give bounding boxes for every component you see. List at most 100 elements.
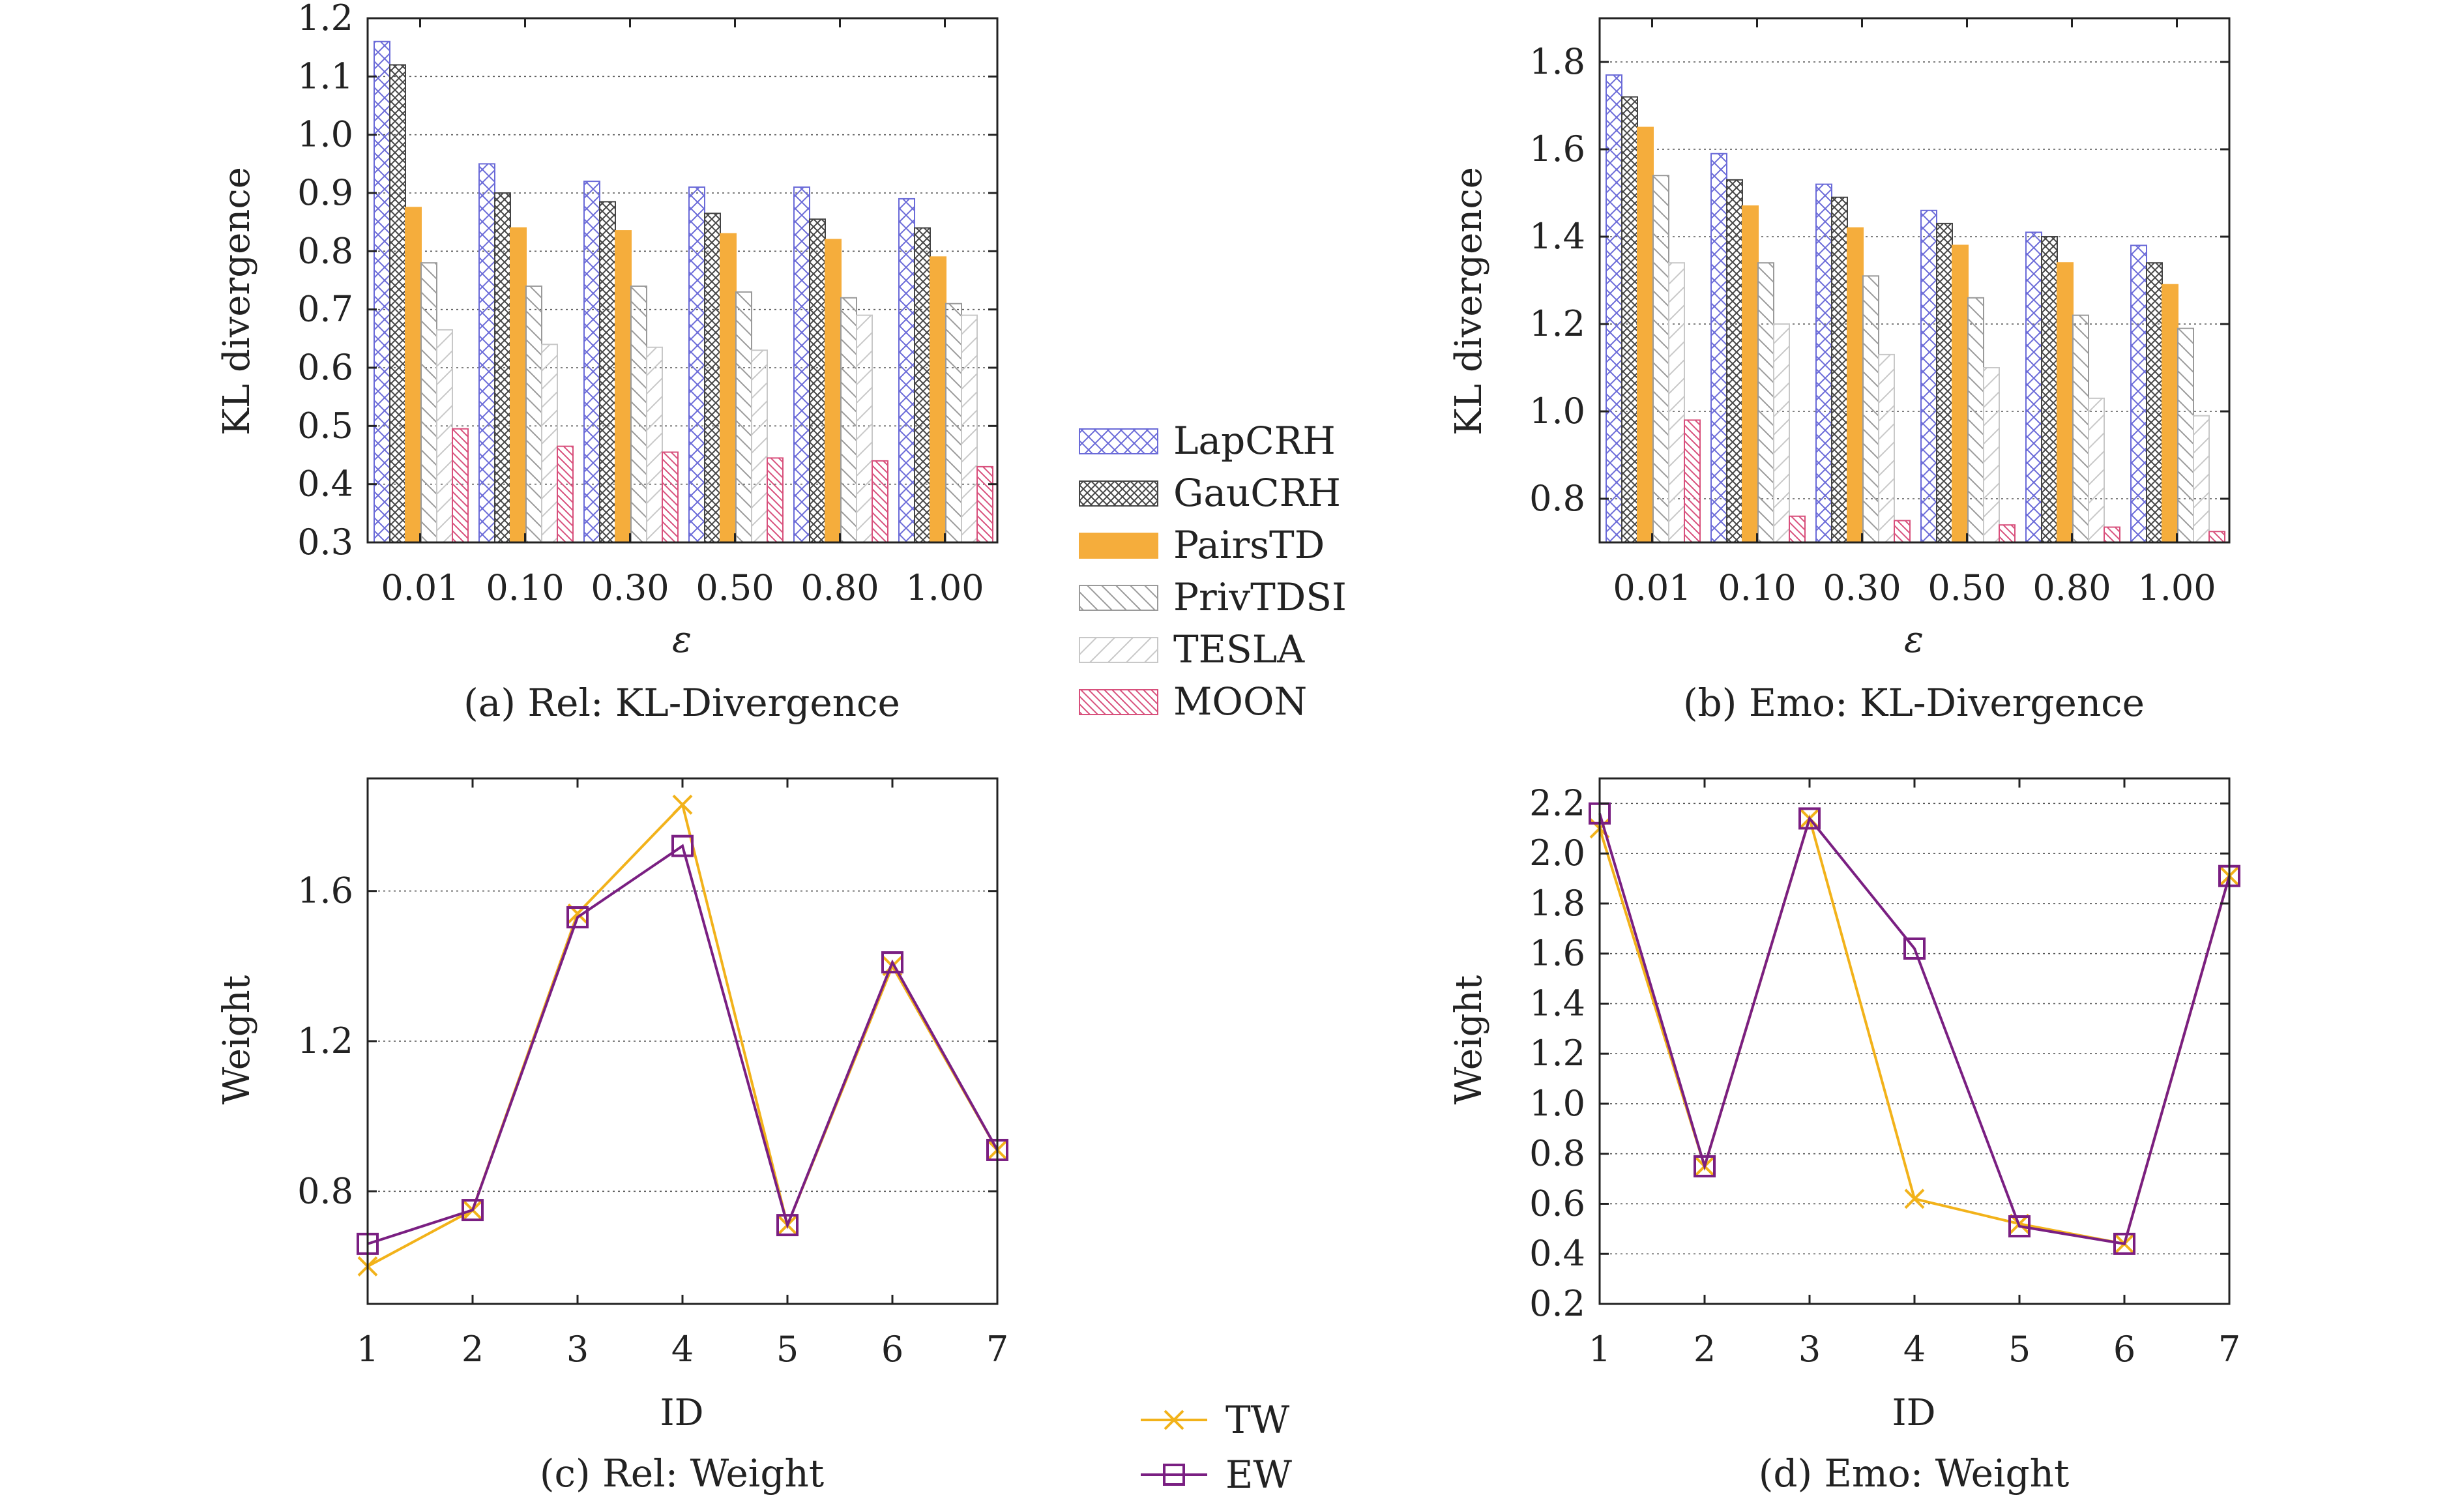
y-tick-label: 0.5 xyxy=(297,405,353,446)
bar-pairstd-0.01 xyxy=(1637,126,1654,543)
panel-a-x-ticks: 0.01 0.10 0.30 0.50 0.80 1.00 xyxy=(381,18,984,608)
legend-label-gaucrh: GauCRH xyxy=(1173,471,1341,515)
x-tick-label: 0.01 xyxy=(1613,567,1691,608)
panel-d-lines xyxy=(1589,802,2240,1255)
y-tick-label: 1.0 xyxy=(297,114,353,155)
bar-lapcrh-0.01 xyxy=(374,40,390,543)
panel-b-frame xyxy=(1598,17,2231,544)
legend-marker-ew xyxy=(1163,1464,1185,1486)
bar-moon-0.80 xyxy=(872,460,888,544)
bar-privtdsi-1.00 xyxy=(945,303,962,543)
bar-tesla-0.50 xyxy=(1983,367,2000,543)
panel-a: 0.30.40.50.60.70.80.91.01.11.2 0.01 0.10 0… xyxy=(216,0,999,725)
panel-a-bars xyxy=(374,40,993,544)
bar-tesla-0.01 xyxy=(436,329,453,543)
legend-marker-tw xyxy=(1164,1410,1184,1430)
legend-swatch-moon xyxy=(1079,689,1158,715)
panel-d-grid xyxy=(1600,803,2229,1255)
x-tick-label: 3 xyxy=(1798,1329,1821,1370)
legend-label-moon: MOON xyxy=(1173,679,1307,724)
bar-lapcrh-0.30 xyxy=(583,181,600,543)
point-ew-4 xyxy=(1903,937,1926,960)
bar-gaucrh-1.00 xyxy=(914,227,931,543)
bar-moon-1.00 xyxy=(2208,531,2225,543)
bar-tesla-1.00 xyxy=(961,314,978,543)
x-tick-label: 0.01 xyxy=(381,567,459,608)
bar-moon-1.00 xyxy=(976,465,993,543)
legend-label-tesla: TESLA xyxy=(1173,627,1305,672)
point-ew-4 xyxy=(671,834,694,857)
x-tick-label: 5 xyxy=(776,1329,799,1370)
y-tick-label: 1.0 xyxy=(1529,1083,1585,1124)
y-tick-label: 0.7 xyxy=(297,289,353,330)
legend-swatch-tesla xyxy=(1079,637,1158,663)
bar-lapcrh-0.50 xyxy=(688,186,705,544)
x-tick-label: 1.00 xyxy=(2137,567,2216,608)
panel-c-y-ticks: 0.8 1.2 1.6 xyxy=(297,870,997,1211)
panel-c-caption: (c) Rel: Weight xyxy=(540,1451,824,1496)
y-tick-label: 1.2 xyxy=(297,0,353,38)
panel-d-y-label: Weight xyxy=(1448,975,1490,1104)
panel-d-caption: (d) Emo: Weight xyxy=(1759,1451,2070,1496)
panel-a-grid xyxy=(368,76,997,485)
point-ew-6 xyxy=(881,951,903,974)
bar-privtdsi-0.50 xyxy=(1967,297,1984,543)
bar-moon-0.10 xyxy=(557,445,574,543)
y-tick-label: 1.6 xyxy=(297,870,353,911)
bar-pairstd-0.10 xyxy=(510,227,527,543)
series-line-tw xyxy=(367,802,999,1268)
bar-gaucrh-0.30 xyxy=(1831,196,1848,543)
y-tick-label: 1.8 xyxy=(1529,41,1585,82)
point-ew-5 xyxy=(2008,1215,2031,1238)
y-tick-label: 2.2 xyxy=(1529,782,1585,823)
y-tick-label: 0.6 xyxy=(1529,1183,1585,1224)
point-ew-2 xyxy=(1694,1155,1716,1177)
panel-b-bars xyxy=(1606,74,2225,544)
bar-pairstd-0.01 xyxy=(405,207,422,544)
bar-gaucrh-0.50 xyxy=(704,213,721,543)
x-tick-label: 5 xyxy=(2008,1329,2031,1370)
bar-pairstd-0.30 xyxy=(615,230,632,543)
panel-b-y-ticks: 0.8 1.0 1.2 1.4 1.6 1.8 xyxy=(1529,41,2229,519)
panel-d-frame xyxy=(1598,777,2231,1305)
bar-tesla-0.50 xyxy=(751,349,768,543)
panel-a-caption: (a) Rel: KL-Divergence xyxy=(463,681,900,725)
y-tick-label: 0.4 xyxy=(297,464,353,505)
bar-gaucrh-1.00 xyxy=(2146,262,2163,543)
legend-swatch-privtdsi xyxy=(1079,585,1158,611)
legend-label-ew: EW xyxy=(1225,1453,1292,1497)
bar-privtdsi-0.30 xyxy=(1862,275,1879,543)
bar-lapcrh-1.00 xyxy=(898,198,915,543)
panel-b-x-ticks: 0.01 0.10 0.30 0.50 0.80 1.00 xyxy=(1613,18,2216,608)
panel-c-grid xyxy=(368,890,997,1192)
bar-tesla-0.10 xyxy=(1773,323,1790,543)
bar-pairstd-0.80 xyxy=(825,239,842,543)
x-tick-label: 0.80 xyxy=(2032,567,2111,608)
y-tick-label: 0.3 xyxy=(297,522,353,563)
y-tick-label: 0.8 xyxy=(297,1170,353,1211)
series-line-ew xyxy=(1598,813,2231,1246)
legend-label-privtdsi: PrivTDSI xyxy=(1173,575,1347,619)
bar-lapcrh-0.80 xyxy=(2025,231,2042,543)
point-ew-6 xyxy=(2113,1232,2135,1255)
series-line-ew xyxy=(367,844,999,1245)
y-tick-label: 1.2 xyxy=(297,1020,353,1061)
x-tick-label: 0.30 xyxy=(1823,567,1901,608)
bar-tesla-0.80 xyxy=(856,314,873,543)
y-tick-label: 1.4 xyxy=(1529,982,1585,1024)
x-tick-label: 0.50 xyxy=(1928,567,2006,608)
y-tick-label: 1.4 xyxy=(1529,216,1585,257)
y-tick-label: 0.8 xyxy=(1529,1133,1585,1174)
panel-b-y-label: KL divergence xyxy=(1448,167,1490,436)
legend-swatch-lapcrh xyxy=(1079,428,1158,454)
bar-privtdsi-1.00 xyxy=(2177,327,2194,543)
bar-tesla-0.01 xyxy=(1668,262,1685,543)
bar-pairstd-0.80 xyxy=(2057,262,2074,543)
bar-privtdsi-0.80 xyxy=(840,297,857,543)
y-tick-label: 1.8 xyxy=(1529,883,1585,924)
panel-a-x-label: ε xyxy=(672,619,692,661)
x-tick-label: 1 xyxy=(1589,1329,1611,1370)
bar-moon-0.01 xyxy=(452,428,469,543)
bar-gaucrh-0.30 xyxy=(599,201,616,543)
panel-d-y-ticks: 0.2 0.4 0.6 0.8 1.0 1.2 1.4 1.6 1.8 2.0 2.2 xyxy=(1529,782,2229,1324)
